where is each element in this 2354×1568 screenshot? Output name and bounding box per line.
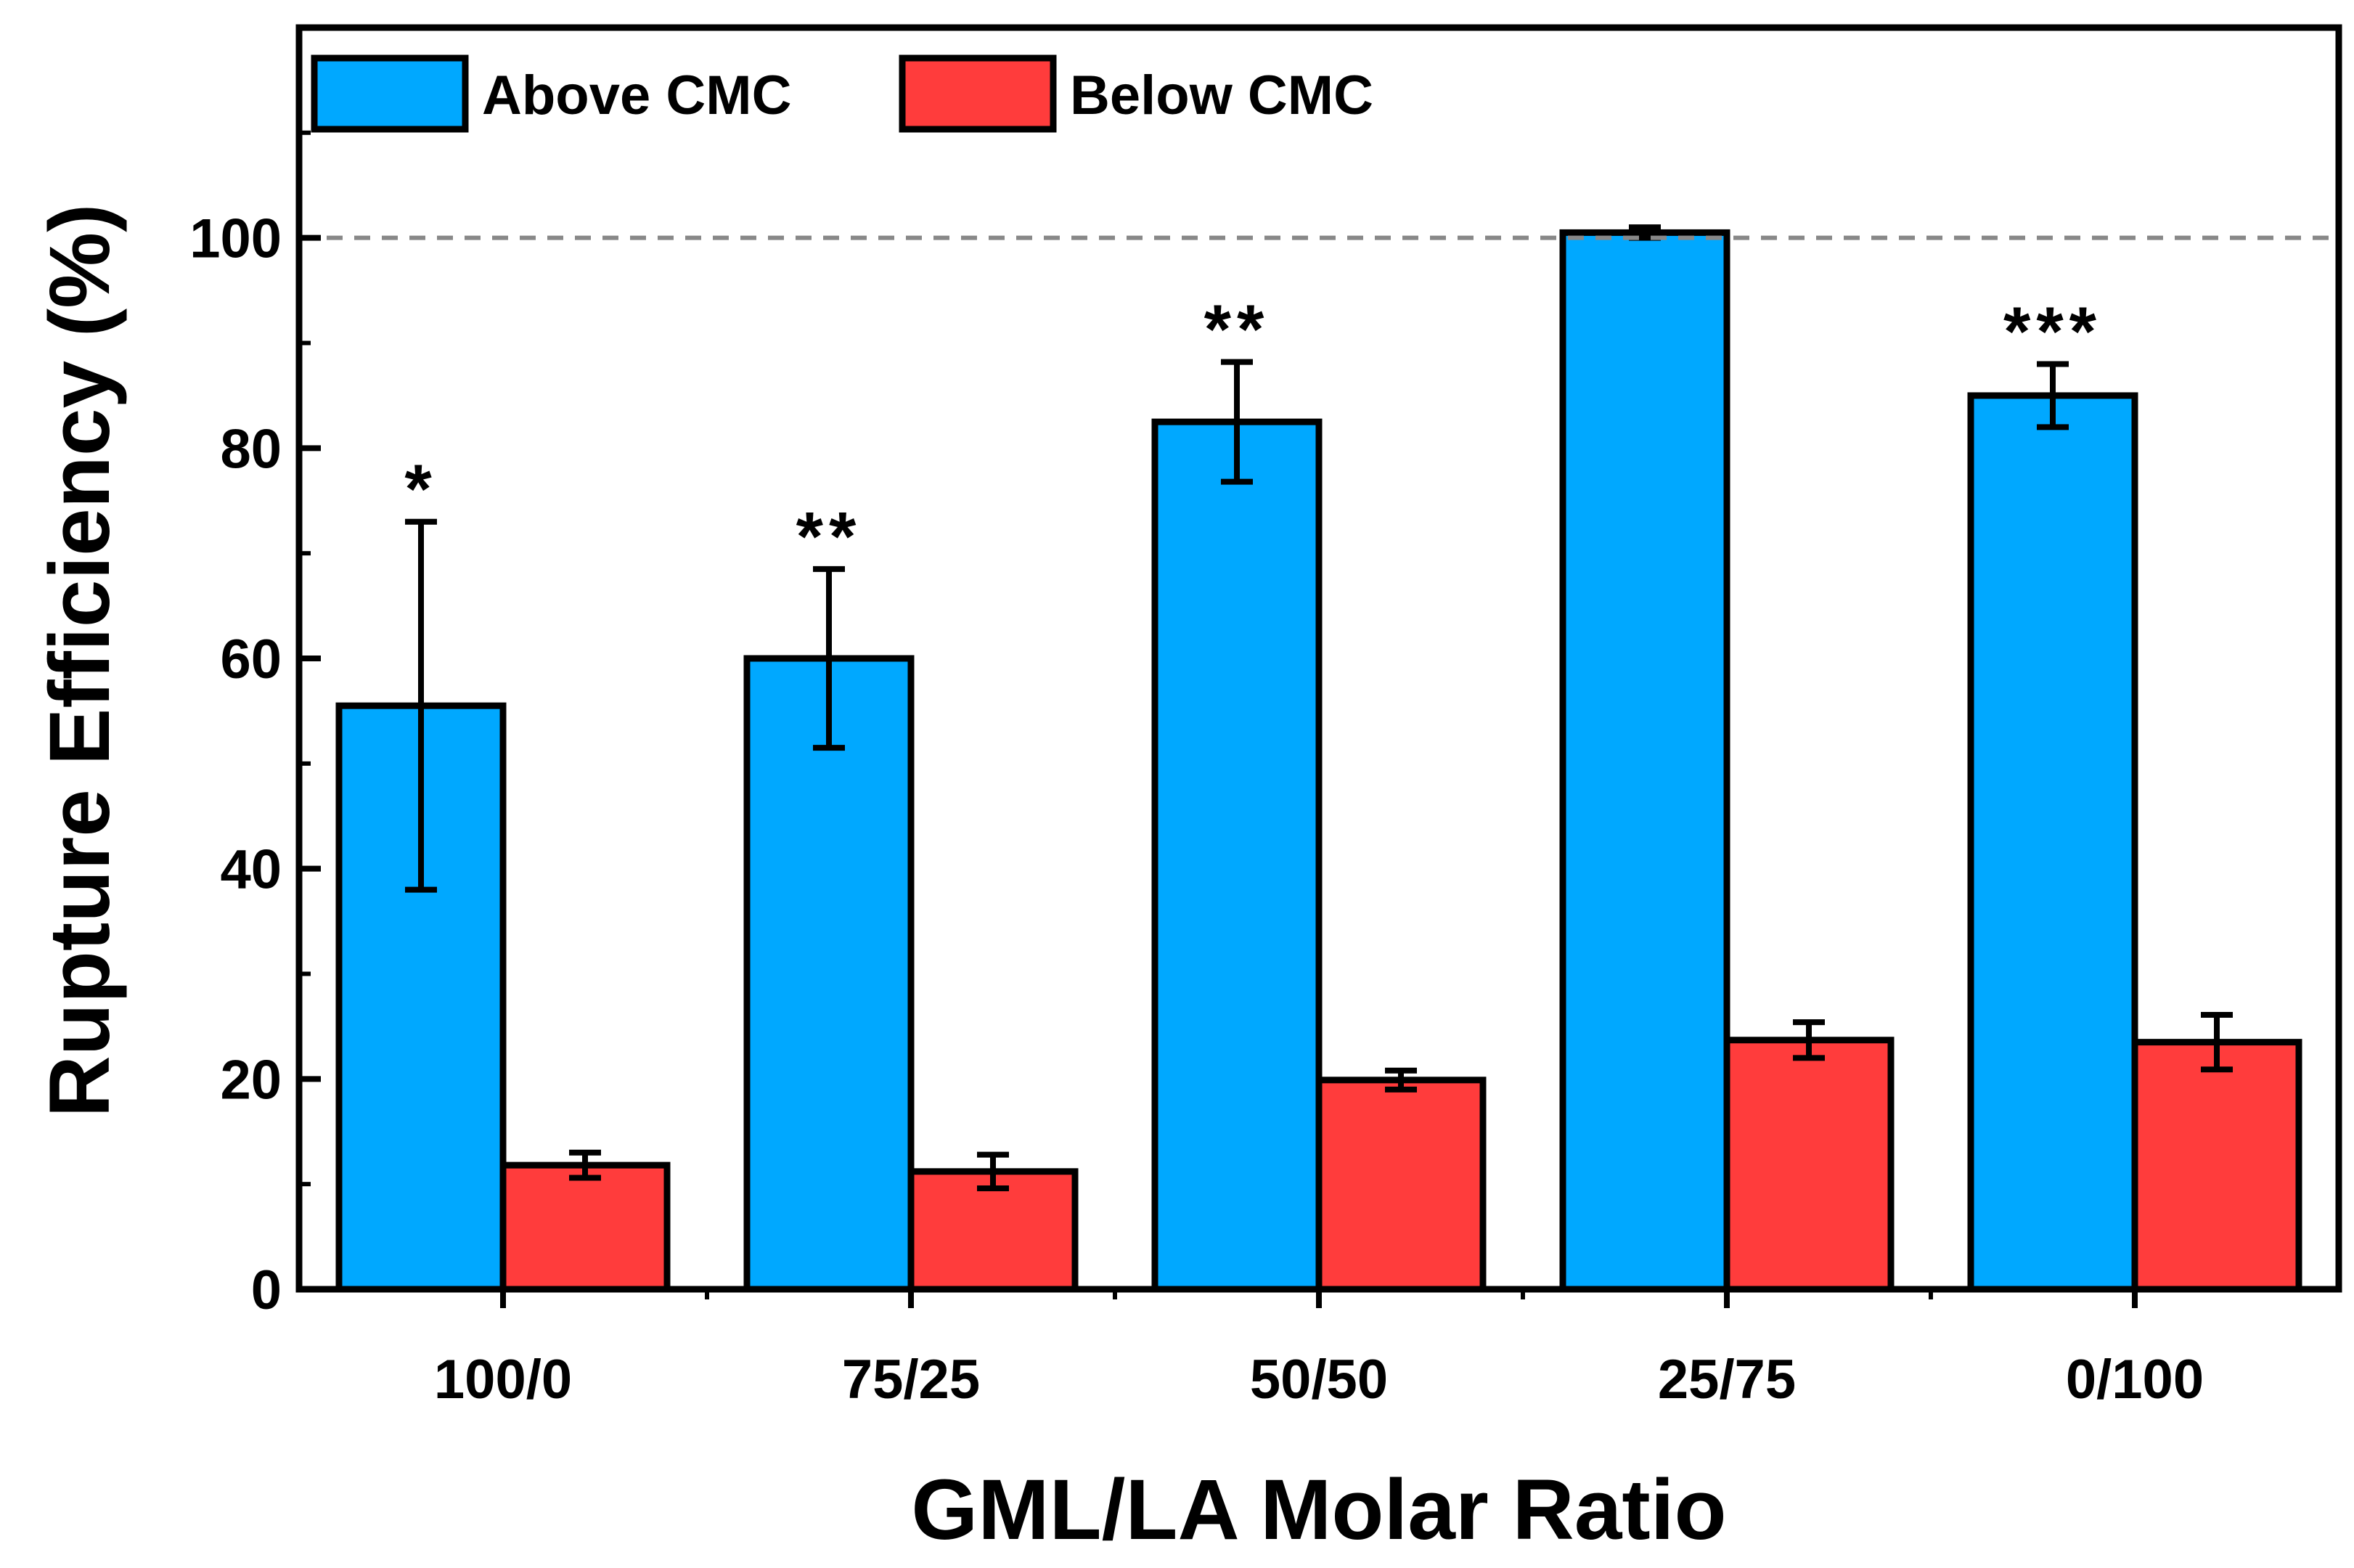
bars-layer	[335, 229, 2302, 1293]
error-bar-above-cmc-0	[405, 518, 437, 893]
legend-swatch-above-cmc	[311, 54, 469, 133]
error-bar-below-cmc-1	[977, 1151, 1009, 1191]
significance-mark-1: **	[796, 498, 862, 576]
significance-mark-4: ***	[2003, 293, 2102, 370]
y-tick-label-80: 80	[220, 418, 282, 480]
bar-below-cmc-4	[2131, 1039, 2302, 1293]
error-bar-below-cmc-0	[569, 1149, 601, 1181]
x-tick-label-0: 100/0	[434, 1349, 572, 1410]
error-bar-above-cmc-1	[813, 565, 845, 751]
bar-above-cmc-4	[1967, 392, 2138, 1293]
y-tick-label-100: 100	[189, 208, 282, 270]
x-tick-label-4: 0/100	[2066, 1349, 2204, 1410]
legend-swatch-below-cmc	[899, 54, 1057, 133]
x-tick-label-2: 50/50	[1250, 1349, 1388, 1410]
y-axis: 0 20 40 60 80 100	[189, 130, 321, 1321]
significance-mark-2: **	[1204, 291, 1270, 369]
y-tick-label-60: 60	[220, 629, 282, 690]
y-tick-label-0: 0	[251, 1259, 282, 1321]
error-bar-below-cmc-4	[2201, 1011, 2233, 1073]
bar-below-cmc-2	[1315, 1077, 1487, 1293]
significance-mark-0: *	[404, 451, 437, 528]
x-tick-label-1: 75/25	[842, 1349, 980, 1410]
error-bar-above-cmc-4	[2037, 361, 2069, 430]
error-bar-below-cmc-3	[1793, 1019, 1825, 1061]
bar-below-cmc-0	[499, 1161, 671, 1293]
bar-above-cmc-1	[743, 655, 915, 1293]
bar-above-cmc-2	[1151, 418, 1323, 1293]
error-bar-above-cmc-2	[1221, 359, 1253, 485]
error-bar-below-cmc-2	[1385, 1067, 1417, 1093]
legend-label-below-cmc: Below CMC	[1070, 65, 1373, 126]
bar-below-cmc-3	[1723, 1037, 1895, 1293]
bar-above-cmc-3	[1559, 229, 1730, 1293]
error-bars-layer	[405, 224, 2233, 1191]
significance-layer: ***** ***	[404, 291, 2102, 576]
x-axis-title: GML/LA Molar Ratio	[911, 1462, 1726, 1558]
y-tick-label-40: 40	[220, 839, 282, 901]
x-axis: 100/0 75/25 50/50 25/75 0/100	[434, 1289, 2204, 1410]
legend: Above CMC Below CMC	[311, 54, 1373, 133]
y-axis-title: Rupture Efficiency (%)	[32, 204, 128, 1118]
y-tick-label-20: 20	[220, 1049, 282, 1111]
x-tick-label-3: 25/75	[1658, 1349, 1796, 1410]
legend-label-above-cmc: Above CMC	[482, 65, 791, 126]
